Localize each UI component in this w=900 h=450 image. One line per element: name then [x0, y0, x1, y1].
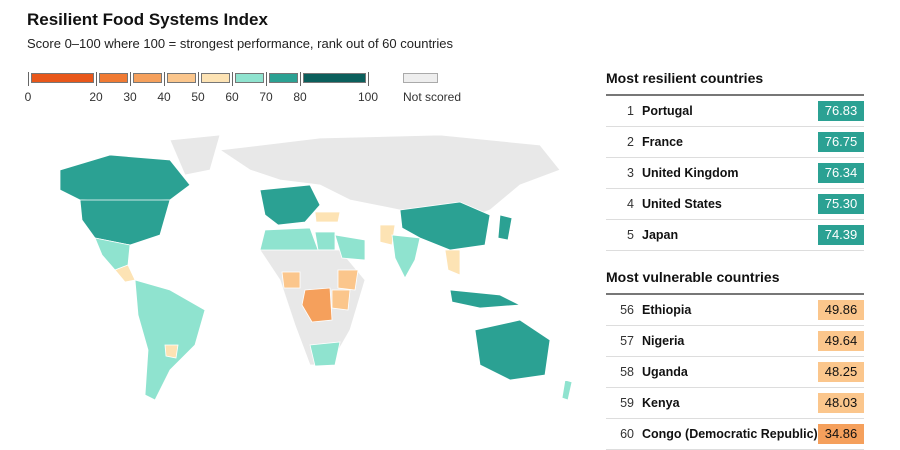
most-resilient-panel: Most resilient countries 1 Portugal 76.8… [606, 70, 864, 251]
country-south-america[interactable] [134, 279, 206, 401]
legend-tick [96, 72, 97, 86]
legend-tick [130, 72, 131, 86]
legend-tick-label: 70 [259, 90, 273, 104]
country-nigeria[interactable] [281, 271, 301, 289]
country-india[interactable] [391, 234, 421, 279]
country-canada[interactable] [59, 154, 191, 203]
ranking-row: 2 France 76.75 [606, 127, 864, 158]
ranking-row: 58 Uganda 48.25 [606, 357, 864, 388]
country-name: Portugal [642, 104, 693, 118]
rank: 59 [620, 396, 634, 410]
legend-swatch [99, 73, 128, 83]
legend-tick [198, 72, 199, 86]
most-vulnerable-panel: Most vulnerable countries 56 Ethiopia 49… [606, 269, 864, 450]
country-name: United States [642, 197, 722, 211]
score-badge: 74.39 [818, 225, 864, 245]
legend-tick [300, 72, 301, 86]
country-europe[interactable] [259, 184, 321, 226]
country-name: Japan [642, 228, 679, 242]
not-scored-swatch [403, 73, 438, 83]
ranking-row: 4 United States 75.30 [606, 189, 864, 220]
legend-tick [164, 72, 165, 86]
rank: 2 [627, 135, 634, 149]
ranking-row: 1 Portugal 76.83 [606, 96, 864, 127]
country-china[interactable] [399, 201, 491, 251]
chart-title: Resilient Food Systems Index [27, 10, 268, 29]
world-map [59, 134, 573, 401]
rank: 1 [627, 104, 634, 118]
rank: 57 [620, 334, 634, 348]
country-new-zealand[interactable] [561, 379, 573, 401]
country-name: Congo (Democratic Republic) [642, 427, 818, 441]
most-vulnerable-heading: Most vulnerable countries [606, 269, 864, 295]
rank: 58 [620, 365, 634, 379]
rank: 3 [627, 166, 634, 180]
country-name: Uganda [642, 365, 688, 379]
country-southeast-asia[interactable] [444, 249, 461, 276]
region-greenland [169, 134, 221, 176]
chart-subtitle: Score 0–100 where 100 = strongest perfor… [27, 36, 454, 51]
ranking-row: 3 United Kingdom 76.34 [606, 158, 864, 189]
country-australia[interactable] [474, 319, 551, 381]
country-name: Ethiopia [642, 303, 692, 317]
country-kenya-uganda[interactable] [331, 289, 351, 311]
country-paraguay[interactable] [164, 344, 179, 359]
most-resilient-heading: Most resilient countries [606, 70, 864, 96]
score-badge: 48.25 [818, 362, 864, 382]
country-turkey[interactable] [314, 211, 341, 223]
legend-tick [368, 72, 369, 86]
legend-swatch [269, 73, 298, 83]
legend-swatch [201, 73, 230, 83]
legend-tick-label: 100 [357, 90, 379, 104]
legend-tick-label: 30 [123, 90, 137, 104]
country-pakistan[interactable] [379, 224, 396, 246]
score-badge: 76.83 [818, 101, 864, 121]
ranking-row: 56 Ethiopia 49.86 [606, 295, 864, 326]
legend-tick-label: 50 [191, 90, 205, 104]
legend-swatch [303, 73, 366, 83]
country-south-africa[interactable] [309, 341, 341, 367]
ranking-row: 5 Japan 74.39 [606, 220, 864, 251]
score-badge: 76.75 [818, 132, 864, 152]
legend-tick-label: 60 [225, 90, 239, 104]
rank: 4 [627, 197, 634, 211]
legend-swatch [167, 73, 196, 83]
country-indonesia[interactable] [449, 289, 522, 309]
country-name: Kenya [642, 396, 680, 410]
legend-tick-label: 20 [89, 90, 103, 104]
country-name: United Kingdom [642, 166, 739, 180]
score-badge: 48.03 [818, 393, 864, 413]
rank: 5 [627, 228, 634, 242]
legend-swatch [133, 73, 162, 83]
rank: 60 [620, 427, 634, 441]
legend-tick [28, 72, 29, 86]
legend-tick [266, 72, 267, 86]
country-name: France [642, 135, 683, 149]
rank: 56 [620, 303, 634, 317]
score-badge: 49.64 [818, 331, 864, 351]
country-ethiopia[interactable] [337, 269, 359, 291]
country-united-states[interactable] [79, 199, 171, 246]
score-badge: 49.86 [818, 300, 864, 320]
score-badge: 34.86 [818, 424, 864, 444]
ranking-row: 57 Nigeria 49.64 [606, 326, 864, 357]
country-egypt[interactable] [314, 231, 336, 251]
country-congo-dr[interactable] [301, 287, 333, 323]
legend-tick-label: 40 [157, 90, 171, 104]
legend-tick-label: 80 [293, 90, 307, 104]
ranking-row: 59 Kenya 48.03 [606, 388, 864, 419]
score-badge: 75.30 [818, 194, 864, 214]
legend-tick-label: 0 [24, 90, 32, 104]
score-badge: 76.34 [818, 163, 864, 183]
country-name: Nigeria [642, 334, 685, 348]
not-scored-label: Not scored [403, 90, 462, 104]
country-saudi-arabia[interactable] [334, 234, 366, 261]
ranking-row: 60 Congo (Democratic Republic) 34.86 [606, 419, 864, 450]
legend-swatch [31, 73, 94, 83]
legend-swatch [235, 73, 264, 83]
color-legend: Not scored 0 20 30 40 50 60 70 80 100 [24, 72, 468, 109]
country-japan[interactable] [497, 214, 513, 241]
legend-tick [232, 72, 233, 86]
